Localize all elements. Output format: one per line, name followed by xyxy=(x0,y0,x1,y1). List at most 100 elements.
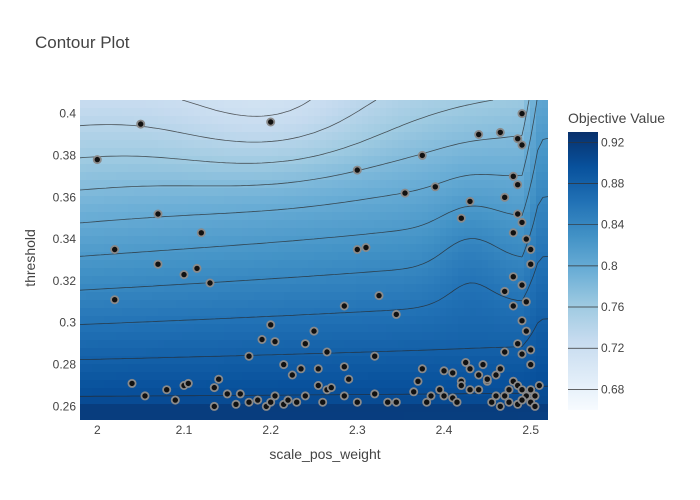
heatmap-cell xyxy=(410,284,417,293)
heatmap-cell xyxy=(266,148,273,157)
heatmap-cell xyxy=(494,292,501,301)
heatmap-cell xyxy=(482,140,489,149)
heatmap-cell xyxy=(524,196,531,205)
heatmap-cell xyxy=(206,412,213,420)
heatmap-cell xyxy=(428,324,435,333)
heatmap-cell xyxy=(194,252,201,261)
heatmap-cell xyxy=(386,132,393,141)
heatmap-cell xyxy=(218,204,225,213)
heatmap-cell xyxy=(338,100,345,109)
heatmap-cell xyxy=(392,244,399,253)
heatmap-cell xyxy=(122,316,129,325)
heatmap-cell xyxy=(254,308,261,317)
heatmap-cell xyxy=(152,140,159,149)
heatmap-cell xyxy=(242,148,249,157)
heatmap-cell xyxy=(254,140,261,149)
heatmap-cell xyxy=(92,228,99,237)
heatmap-cell xyxy=(302,252,309,261)
heatmap-cell xyxy=(518,100,525,109)
heatmap-cell xyxy=(116,132,123,141)
heatmap-cell xyxy=(302,228,309,237)
heatmap-cell xyxy=(392,252,399,261)
heatmap-cell xyxy=(80,404,87,413)
heatmap-cell xyxy=(356,140,363,149)
heatmap-cell xyxy=(224,220,231,229)
heatmap-cell xyxy=(422,132,429,141)
heatmap-cell xyxy=(416,188,423,197)
heatmap-cell xyxy=(356,276,363,285)
heatmap-cell xyxy=(398,412,405,420)
heatmap-cell xyxy=(452,236,459,245)
heatmap-cell xyxy=(428,196,435,205)
heatmap-cell xyxy=(320,260,327,269)
heatmap-cell xyxy=(314,316,321,325)
heatmap-cell xyxy=(374,404,381,413)
heatmap-cell xyxy=(398,212,405,221)
heatmap-cell xyxy=(356,148,363,157)
heatmap-cell xyxy=(146,180,153,189)
heatmap-cell xyxy=(182,108,189,117)
heatmap-cell xyxy=(140,316,147,325)
heatmap-cell xyxy=(224,404,231,413)
heatmap-cell xyxy=(464,252,471,261)
heatmap-cell xyxy=(368,236,375,245)
heatmap-cell xyxy=(158,132,165,141)
heatmap-cell xyxy=(176,372,183,381)
heatmap-cell xyxy=(488,220,495,229)
heatmap-cell xyxy=(470,148,477,157)
heatmap-cell xyxy=(236,364,243,373)
heatmap-cell xyxy=(182,188,189,197)
heatmap-cell xyxy=(530,204,537,213)
heatmap-cell xyxy=(212,324,219,333)
heatmap-cell xyxy=(332,124,339,133)
heatmap-cell xyxy=(260,260,267,269)
heatmap-cell xyxy=(230,316,237,325)
heatmap-cell xyxy=(146,292,153,301)
heatmap-cell xyxy=(236,372,243,381)
heatmap-cell xyxy=(344,332,351,341)
heatmap-cell xyxy=(344,356,351,365)
heatmap-cell xyxy=(272,292,279,301)
heatmap-cell xyxy=(254,380,261,389)
heatmap-cell xyxy=(320,252,327,261)
heatmap-cell xyxy=(488,124,495,133)
heatmap-cell xyxy=(404,388,411,397)
heatmap-cell xyxy=(194,276,201,285)
trial-point xyxy=(526,259,536,269)
heatmap-cell xyxy=(122,388,129,397)
heatmap-cell xyxy=(188,276,195,285)
heatmap-cell xyxy=(194,388,201,397)
heatmap-cell xyxy=(92,140,99,149)
heatmap-cell xyxy=(308,124,315,133)
heatmap-cell xyxy=(224,100,231,109)
heatmap-cell xyxy=(104,100,111,109)
heatmap-cell xyxy=(314,124,321,133)
heatmap-cell xyxy=(278,212,285,221)
heatmap-cell xyxy=(200,380,207,389)
heatmap-cell xyxy=(428,292,435,301)
heatmap-cell xyxy=(272,268,279,277)
heatmap-cell xyxy=(110,220,117,229)
heatmap-cell xyxy=(110,300,117,309)
heatmap-cell xyxy=(488,116,495,125)
heatmap-cell xyxy=(134,412,141,420)
heatmap-cell xyxy=(212,212,219,221)
heatmap-cell xyxy=(494,172,501,181)
heatmap-cell xyxy=(524,268,531,277)
heatmap-cell xyxy=(98,412,105,420)
heatmap-cell xyxy=(488,276,495,285)
heatmap-cell xyxy=(170,196,177,205)
heatmap-cell xyxy=(212,172,219,181)
heatmap-cell xyxy=(404,244,411,253)
heatmap-cell xyxy=(116,412,123,420)
heatmap-cell xyxy=(506,212,513,221)
heatmap-cell xyxy=(176,228,183,237)
heatmap-cell xyxy=(380,140,387,149)
heatmap-cell xyxy=(158,332,165,341)
heatmap-cell xyxy=(500,268,507,277)
heatmap-cell xyxy=(116,300,123,309)
heatmap-cell xyxy=(512,404,519,413)
heatmap-cell xyxy=(524,276,531,285)
heatmap-cell xyxy=(392,212,399,221)
